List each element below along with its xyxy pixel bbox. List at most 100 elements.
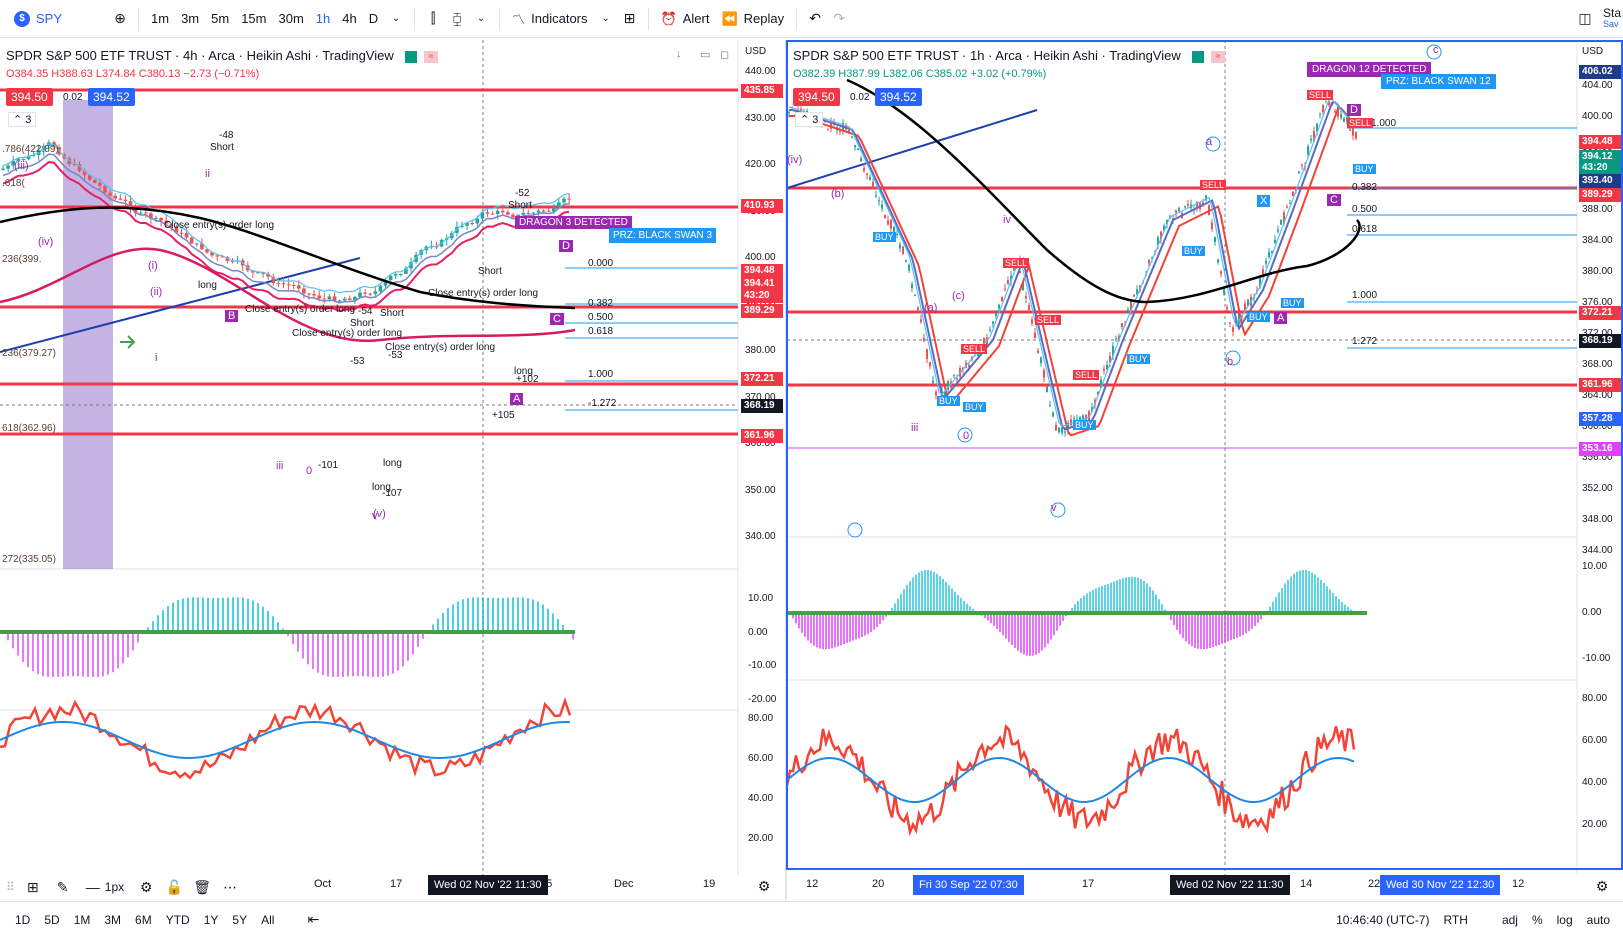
restore-icon[interactable]: ◻ [720,49,730,61]
range-1m[interactable]: 1M [73,912,91,927]
more-icon[interactable]: ⋯ [223,878,238,895]
eye-indicator-icon[interactable] [1192,50,1205,63]
oscillator-bar [1344,604,1346,613]
wave-indicator-icon[interactable]: ≈ [424,50,438,63]
time-axis-label: 12 [1512,878,1525,890]
alert-button[interactable]: ⏰ Alert [655,5,716,33]
range-5d[interactable]: 5D [44,912,60,927]
line-width-label[interactable]: 1px [104,880,125,894]
auto-toggle[interactable]: auto [1586,912,1610,927]
candle-body [1004,288,1006,290]
oscillator-bar [1137,577,1139,613]
layout-panels-icon[interactable]: ◫ [1578,10,1592,26]
oscillator-bar [307,632,309,665]
price-tag: 410.93 [741,199,783,213]
oscillator-bar [267,611,269,632]
tf-d[interactable]: D [368,11,379,26]
compare-add-icon[interactable]: ⊕ [114,10,126,26]
price-axis-label: 80.00 [1582,693,1608,704]
candle-body [516,214,520,218]
maximize-icon[interactable]: ▭ [700,49,711,61]
tf-3m[interactable]: 3m [181,11,200,26]
buy-button[interactable]: 394.52 [88,88,135,106]
tf-15m[interactable]: 15m [241,11,267,26]
tf-5m[interactable]: 5m [211,11,230,26]
templates-icon[interactable]: ⊞ [26,878,39,895]
candle-body [215,255,219,257]
sell-button[interactable]: 394.50 [6,88,53,106]
left-chart-panel[interactable]: SPDR S&P 500 ETF TRUST · 4h · Arca · Hei… [0,40,785,875]
settings-icon[interactable]: ⚙ [139,878,153,895]
price-axis-label: 360.00 [1582,421,1613,432]
date-range-icon[interactable]: ⇤ [307,911,320,927]
wave-label: 0 [306,465,313,477]
oscillator-bar [257,603,259,632]
candle-body [860,158,862,162]
range-3m[interactable]: 3M [104,912,122,927]
range-6m[interactable]: 6M [135,912,152,927]
redo-icon[interactable]: ↷ [833,10,845,26]
time-axis-settings-icon[interactable]: ⚙ [757,877,771,894]
save-area[interactable]: Sta Sav [1603,7,1621,30]
range-1y[interactable]: 1Y [203,912,219,927]
candle-style-icon[interactable]: ⧮ [452,10,462,26]
oscillator-bar [831,613,833,649]
tf-4h[interactable]: 4h [342,11,357,26]
candle-body [1292,191,1294,197]
oscillator-bar [996,613,998,629]
time-crosshair-label: Fri 30 Sep '22 07:30 [913,875,1024,895]
price-tag: 368.19 [741,399,783,413]
chevron-down-icon[interactable]: ⌄ [476,13,486,24]
wave-label: D [1347,104,1361,116]
line-style-icon[interactable]: — [85,879,100,895]
left-chart-canvas[interactable] [0,40,785,875]
bar-style-icon[interactable]: ⫿ [430,10,436,26]
tf-30m[interactable]: 30m [278,11,304,26]
log-toggle[interactable]: log [1556,912,1573,927]
sell-button[interactable]: 394.50 [793,88,840,106]
session-toggle[interactable]: RTH [1443,912,1468,927]
symbol-search[interactable]: $ SPY [8,5,68,33]
range-5y[interactable]: 5Y [232,912,248,927]
pencil-icon[interactable]: ✎ [56,878,69,895]
long-annotation: long [372,482,391,493]
indicator-collapse[interactable]: ⌃ 3 [795,112,824,127]
indicator-collapse[interactable]: ⌃ 3 [8,112,37,127]
adj-toggle[interactable]: adj [1501,912,1518,927]
trash-icon[interactable]: 🗑 [193,878,212,895]
drag-handle-icon[interactable]: ⠿ [6,880,15,894]
chevron-down-icon[interactable]: ⌄ [391,13,401,24]
price-axis-label: 400.00 [1582,111,1613,122]
price-tag: 389.29 [1579,188,1623,202]
chevron-down-icon[interactable]: ⌄ [601,13,610,24]
wave-indicator-icon[interactable]: ≈ [1211,50,1225,63]
right-chart-canvas[interactable] [787,40,1623,875]
symbol-label: SPY [36,11,63,26]
oscillator-bar [1170,613,1172,621]
lock-icon[interactable]: 🔓 [165,878,183,895]
oscillator-bar [312,632,314,670]
candle-body [1220,271,1222,274]
oscillator-bar [382,632,384,677]
replay-button[interactable]: ⏪ Replay [715,5,790,33]
percent-toggle[interactable]: % [1531,912,1543,927]
range-1d[interactable]: 1D [15,912,31,927]
range-ytd[interactable]: YTD [165,912,190,927]
candle-body [872,181,874,188]
undo-icon[interactable]: ↶ [809,10,821,26]
tf-1h[interactable]: 1h [315,11,331,26]
price-axis-label: -20.00 [748,693,777,705]
indicators-button[interactable]: 〽 Indicators [506,5,593,33]
eye-indicator-icon[interactable] [405,50,418,63]
bottom-toolbar: 1D 5D 1M 3M 6M YTD 1Y 5Y All ⇤ 10:46:40 (UTC-7) … [0,901,1623,937]
buy-button[interactable]: 394.52 [875,88,922,106]
scroll-down-icon[interactable]: ↓ [676,48,682,60]
range-all[interactable]: All [261,912,275,927]
right-chart-panel[interactable]: SPDR S&P 500 ETF TRUST · 1h · Arca · Hei… [787,40,1623,875]
time-axis-settings-icon[interactable]: ⚙ [1595,877,1609,894]
layout-grid-icon[interactable]: ⊞ [623,10,636,26]
oscillator-bar [262,606,264,632]
tf-1m[interactable]: 1m [151,11,170,26]
clock[interactable]: 10:46:40 (UTC-7) [1336,912,1430,927]
candle-body [1211,222,1213,230]
